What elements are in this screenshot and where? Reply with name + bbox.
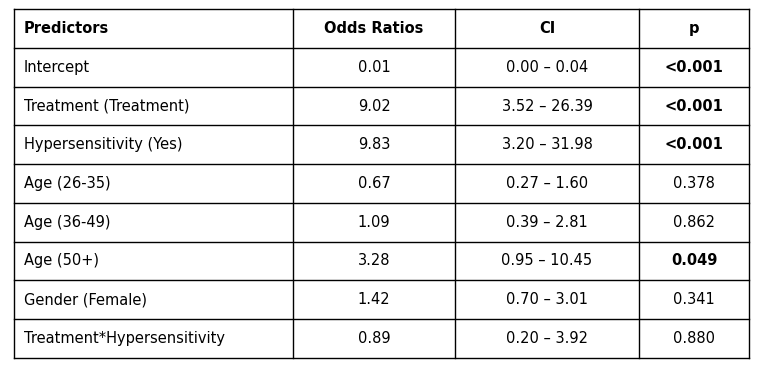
Text: Treatment (Treatment): Treatment (Treatment) [24,98,189,113]
Text: <0.001: <0.001 [665,137,723,152]
Text: Age (50+): Age (50+) [24,254,98,269]
Text: Treatment*Hypersensitivity: Treatment*Hypersensitivity [24,331,224,346]
Text: 9.02: 9.02 [358,98,391,113]
Text: Odds Ratios: Odds Ratios [324,21,423,36]
Text: <0.001: <0.001 [665,98,723,113]
Text: 0.00 – 0.04: 0.00 – 0.04 [506,60,588,75]
Text: 3.52 – 26.39: 3.52 – 26.39 [501,98,592,113]
Text: 0.01: 0.01 [358,60,391,75]
Text: Intercept: Intercept [24,60,90,75]
Text: Age (26-35): Age (26-35) [24,176,111,191]
Text: 0.378: 0.378 [673,176,715,191]
Text: Hypersensitivity (Yes): Hypersensitivity (Yes) [24,137,182,152]
Text: 0.70 – 3.01: 0.70 – 3.01 [506,292,588,307]
Text: 0.880: 0.880 [673,331,715,346]
Text: 0.95 – 10.45: 0.95 – 10.45 [501,254,593,269]
Text: 0.27 – 1.60: 0.27 – 1.60 [506,176,588,191]
Text: 1.42: 1.42 [358,292,391,307]
Text: Predictors: Predictors [24,21,109,36]
Text: <0.001: <0.001 [665,60,723,75]
Text: CI: CI [539,21,555,36]
Text: 0.20 – 3.92: 0.20 – 3.92 [506,331,588,346]
Text: 0.341: 0.341 [673,292,715,307]
Text: 0.89: 0.89 [358,331,391,346]
Text: 0.862: 0.862 [673,215,715,230]
Text: Gender (Female): Gender (Female) [24,292,146,307]
Text: 3.28: 3.28 [358,254,391,269]
Text: 0.049: 0.049 [671,254,717,269]
Text: 9.83: 9.83 [358,137,391,152]
Text: 0.39 – 2.81: 0.39 – 2.81 [506,215,588,230]
Text: p: p [689,21,700,36]
Text: 1.09: 1.09 [358,215,391,230]
Text: 3.20 – 31.98: 3.20 – 31.98 [501,137,592,152]
Text: 0.67: 0.67 [358,176,391,191]
Text: Age (36-49): Age (36-49) [24,215,110,230]
